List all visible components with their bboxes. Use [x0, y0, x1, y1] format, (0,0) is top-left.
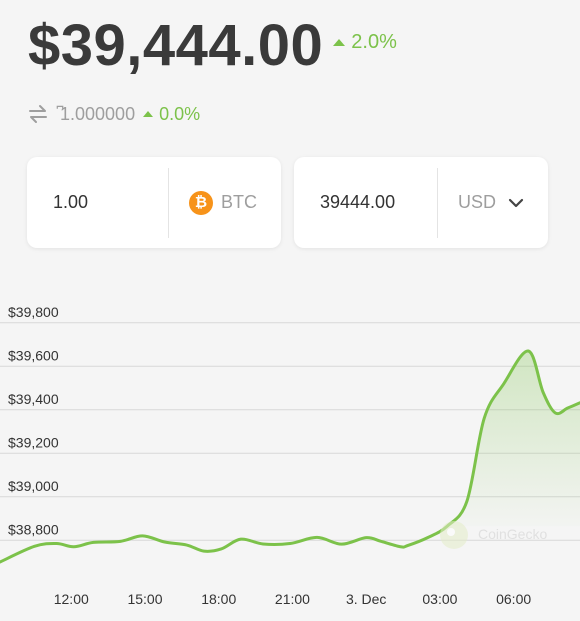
crypto-amount-card: 1.00 ₿ BTC	[27, 157, 281, 248]
y-tick-label: $39,800	[8, 304, 59, 320]
card-divider	[436, 167, 438, 238]
coingecko-logo-icon	[440, 521, 468, 549]
x-tick-label: 18:00	[201, 591, 236, 607]
currency-select-label: USD	[457, 192, 496, 212]
current-price: $39,444.00	[28, 13, 324, 78]
fiat-amount-card: 39444.00 USD	[294, 157, 548, 248]
fiat-amount-input[interactable]: 39444.00	[320, 192, 396, 212]
btc-change-value: 0.0%	[159, 103, 201, 124]
coingecko-watermark: CoinGecko	[440, 521, 547, 549]
price-change: 2.0%	[333, 31, 397, 54]
x-tick-label: 3. Dec	[346, 591, 386, 607]
price-chart[interactable]: $38,800 $39,000 $39,200 $39,400 $39,600 $39,8…	[0, 300, 580, 621]
crypto-amount-input[interactable]: 1.00	[53, 192, 89, 212]
x-tick-label: 15:00	[127, 591, 162, 607]
y-tick-label: $39,000	[8, 478, 59, 494]
coingecko-eye-icon	[447, 528, 455, 536]
price-line	[0, 349, 580, 564]
watermark-text: CoinGecko	[478, 526, 547, 542]
y-tick-label: $38,800	[8, 521, 59, 537]
currency-select[interactable]: USD	[438, 192, 548, 213]
card-divider	[168, 167, 169, 238]
x-tick-label: 06:00	[496, 591, 531, 607]
y-tick-label: $39,400	[8, 391, 59, 407]
btc-amount: ͆1.000000	[60, 103, 136, 124]
x-tick-label: 21:00	[275, 591, 310, 607]
chevron-down-icon	[508, 198, 524, 207]
x-axis-labels: 12:00 15:00 18:00 21:00 3. Dec 03:00 06:00	[54, 591, 532, 607]
up-arrow-icon	[333, 39, 346, 46]
btc-price-row: ͆1.000000 0.0%	[26, 102, 200, 126]
x-tick-label: 03:00	[422, 591, 457, 607]
swap-icon[interactable]	[26, 102, 50, 126]
price-header: $39,444.00 2.0%	[28, 12, 397, 79]
y-axis-labels: $38,800 $39,000 $39,200 $39,400 $39,600 $39,8…	[8, 304, 59, 538]
price-change-value: 2.0%	[351, 31, 397, 53]
bitcoin-icon: ₿	[189, 190, 213, 215]
x-tick-label: 12:00	[54, 591, 89, 607]
crypto-unit: ₿ BTC	[169, 190, 281, 215]
price-area	[447, 350, 580, 527]
up-arrow-icon	[143, 111, 154, 117]
y-tick-label: $39,200	[8, 434, 59, 450]
crypto-unit-label: BTC	[221, 192, 257, 212]
y-tick-label: $39,600	[8, 347, 59, 363]
btc-change: 0.0%	[143, 104, 200, 125]
